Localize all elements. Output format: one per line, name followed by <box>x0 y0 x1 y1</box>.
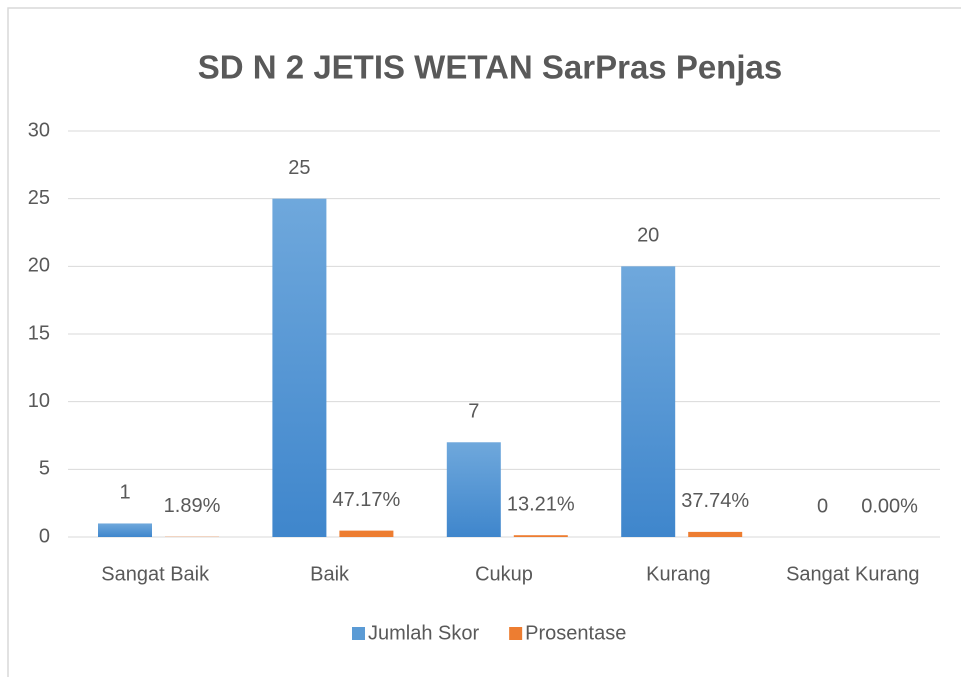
data-label: 13.21% <box>507 493 575 515</box>
data-label: 37.74% <box>681 490 749 512</box>
bar <box>446 442 501 537</box>
bar <box>513 535 568 537</box>
x-tick-label: Sangat Baik <box>101 563 210 585</box>
data-label: 0 <box>817 495 828 517</box>
bar <box>98 523 152 537</box>
x-tick-label: Sangat Kurang <box>786 563 919 585</box>
y-tick-label: 0 <box>39 525 50 547</box>
y-tick-label: 25 <box>28 187 50 209</box>
x-tick-label: Baik <box>310 563 350 585</box>
data-label: 1 <box>119 482 130 504</box>
y-tick-label: 30 <box>28 119 50 141</box>
legend-label: Prosentase <box>525 622 626 644</box>
y-tick-label: 5 <box>39 458 50 480</box>
data-label: 47.17% <box>332 489 400 511</box>
bar <box>339 530 394 537</box>
y-tick-label: 15 <box>28 322 50 344</box>
legend-swatch <box>509 627 523 640</box>
chart-frame <box>7 7 961 677</box>
legend-label: Jumlah Skor <box>368 622 479 644</box>
bar <box>272 198 327 537</box>
data-label: 7 <box>468 401 479 423</box>
x-tick-label: Cukup <box>475 563 533 585</box>
bar <box>621 266 676 537</box>
data-label: 25 <box>288 157 310 179</box>
x-tick-label: Kurang <box>646 563 711 585</box>
legend-swatch <box>352 627 365 640</box>
data-label: 1.89% <box>164 495 221 517</box>
data-label: 0.00% <box>861 495 918 517</box>
y-tick-label: 20 <box>28 255 50 277</box>
y-tick-label: 10 <box>28 390 50 412</box>
data-label: 20 <box>637 225 659 247</box>
chart-title: SD N 2 JETIS WETAN SarPras Penjas <box>198 49 782 86</box>
bar <box>688 531 743 537</box>
